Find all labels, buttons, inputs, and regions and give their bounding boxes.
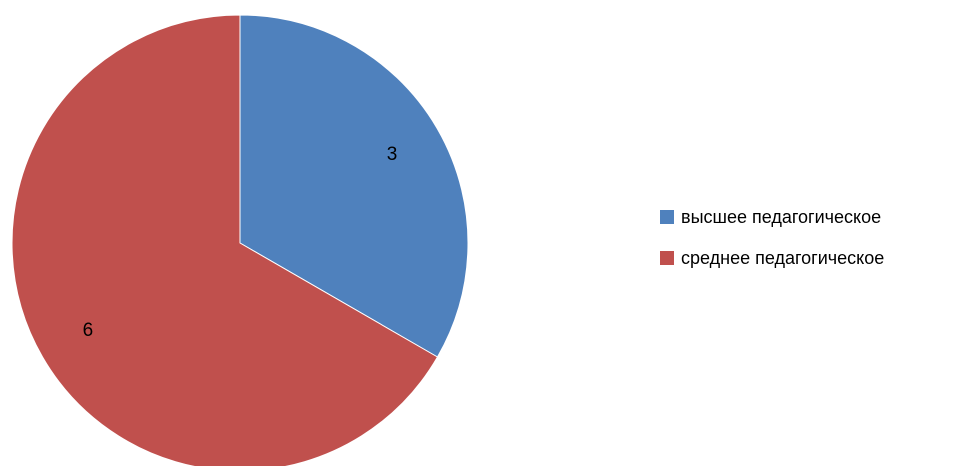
- pie-data-label-1: 3: [387, 144, 398, 165]
- pie-chart-svg: 36: [11, 14, 469, 466]
- legend-item-secondary: среднее педагогическое: [660, 248, 960, 268]
- pie-data-label-2: 6: [83, 320, 94, 341]
- legend-label-secondary: среднее педагогическое: [681, 247, 885, 268]
- legend-label-higher: высшее педагогическое: [681, 206, 882, 227]
- pie-data-labels: 36: [83, 144, 398, 341]
- legend-swatch-higher: [660, 210, 674, 224]
- legend-item-higher: высшее педагогическое: [660, 207, 960, 227]
- pie-slice-2: [11, 14, 439, 466]
- legend-swatch-secondary: [660, 251, 674, 265]
- legend: высшее педагогическое среднее педагогиче…: [660, 207, 960, 289]
- pie-slice-1: [239, 14, 469, 358]
- pie-slices: [11, 14, 469, 466]
